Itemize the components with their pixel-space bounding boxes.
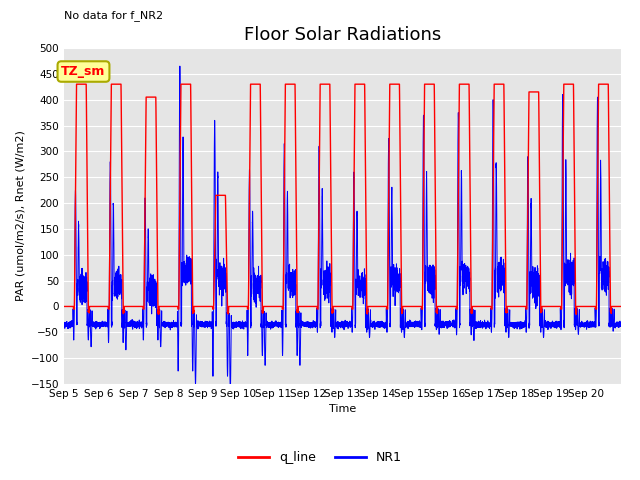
Text: TZ_sm: TZ_sm: [61, 65, 106, 78]
X-axis label: Time: Time: [329, 405, 356, 414]
Title: Floor Solar Radiations: Floor Solar Radiations: [244, 25, 441, 44]
Y-axis label: PAR (umol/m2/s), Rnet (W/m2): PAR (umol/m2/s), Rnet (W/m2): [15, 131, 25, 301]
Legend: q_line, NR1: q_line, NR1: [233, 446, 407, 469]
Text: No data for f_NR2: No data for f_NR2: [64, 10, 163, 21]
